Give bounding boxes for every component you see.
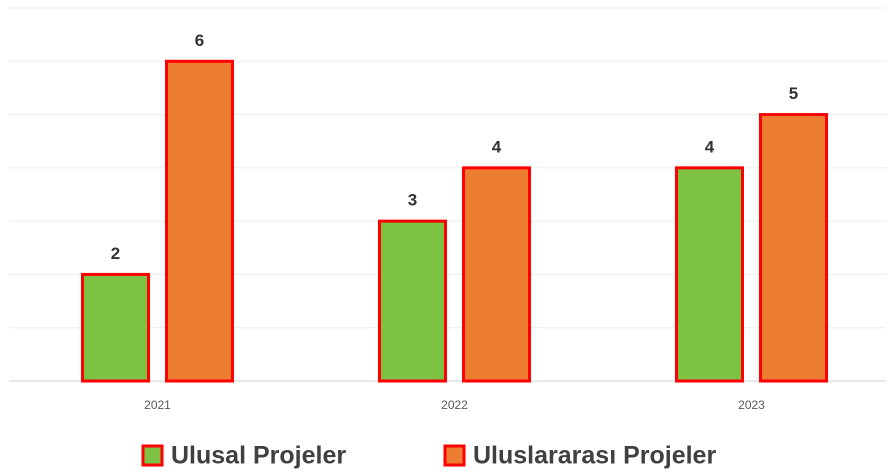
bar [675, 166, 744, 383]
legend-swatch [443, 444, 466, 467]
legend-label: Uluslararası Projeler [473, 442, 716, 470]
x-tick-label: 2022 [441, 398, 468, 412]
bar [165, 59, 234, 383]
bar [81, 272, 150, 383]
bar [378, 219, 447, 383]
legend-swatch [141, 444, 164, 467]
x-tick-label: 2023 [738, 398, 765, 412]
data-label: 6 [195, 31, 204, 50]
data-label: 4 [705, 137, 715, 156]
data-label: 2 [111, 244, 120, 263]
x-tick-label: 2021 [144, 398, 171, 412]
data-label: 3 [408, 191, 417, 210]
bar [759, 113, 828, 383]
bar [462, 166, 531, 383]
data-label: 4 [492, 137, 502, 156]
legend-label: Ulusal Projeler [171, 442, 346, 470]
data-label: 5 [789, 84, 798, 103]
